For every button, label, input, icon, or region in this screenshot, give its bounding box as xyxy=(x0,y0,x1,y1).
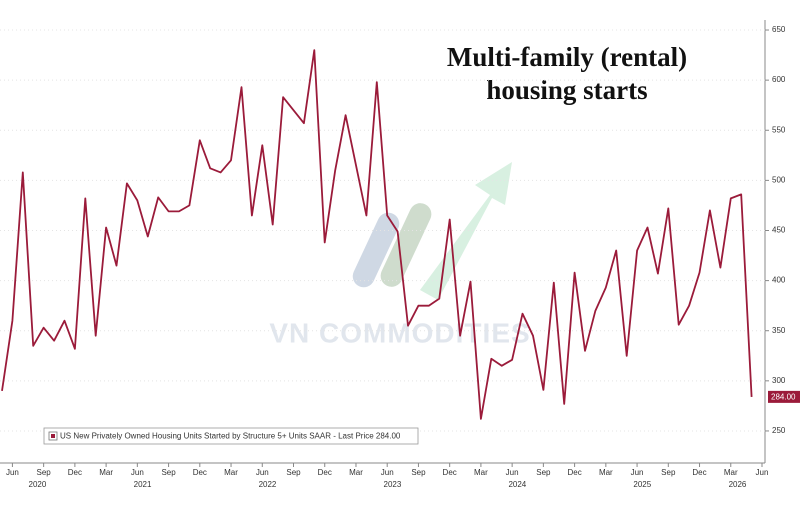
x-tick-label: Jun xyxy=(131,468,144,477)
x-tick-label: Dec xyxy=(443,468,457,477)
last-value-tag: 284.00 xyxy=(768,390,800,403)
y-tick-label: 450 xyxy=(772,226,786,235)
x-tick-label: Jun xyxy=(256,468,269,477)
y-tick-label: 650 xyxy=(772,25,786,34)
watermark: VN COMMODITIES xyxy=(269,317,530,348)
last-value-box xyxy=(768,390,800,403)
x-tick-label: Mar xyxy=(349,468,363,477)
x-tick-label: Mar xyxy=(474,468,488,477)
x-year-label: 2022 xyxy=(259,480,277,489)
x-tick-label: Jun xyxy=(506,468,519,477)
chart-title: housing starts xyxy=(486,75,647,105)
legend: US New Privately Owned Housing Units Sta… xyxy=(43,427,419,445)
x-tick-label: Sep xyxy=(661,468,676,477)
legend-swatch-color xyxy=(51,434,55,438)
x-year-label: 2020 xyxy=(29,480,47,489)
x-tick-label: Jun xyxy=(631,468,644,477)
x-year-label: 2023 xyxy=(384,480,402,489)
series-line xyxy=(1,49,753,420)
y-tick-label: 300 xyxy=(772,376,786,385)
last-value-label: 284.00 xyxy=(771,392,796,401)
legend-label: US New Privately Owned Housing Units Sta… xyxy=(60,432,401,441)
x-tick-label: Dec xyxy=(567,468,581,477)
x-tick-label: Sep xyxy=(536,468,551,477)
y-tick-label: 400 xyxy=(772,276,786,285)
x-tick-label: Sep xyxy=(37,468,52,477)
x-tick-label: Dec xyxy=(318,468,332,477)
y-tick-label: 350 xyxy=(772,326,786,335)
y-tick-label: 250 xyxy=(772,426,786,435)
x-year-label: 2024 xyxy=(508,480,526,489)
x-tick-label: Mar xyxy=(224,468,238,477)
y-tick-label: 600 xyxy=(772,75,786,84)
x-year-label: 2025 xyxy=(633,480,651,489)
x-tick-label: Mar xyxy=(599,468,613,477)
x-year-label: 2026 xyxy=(729,480,747,489)
legend-box xyxy=(43,427,419,445)
x-tick-label: Sep xyxy=(161,468,176,477)
x-tick-label: Jun xyxy=(381,468,394,477)
x-tick-label: Sep xyxy=(411,468,426,477)
watermark-icon xyxy=(352,162,512,300)
chart-title: Multi-family (rental) xyxy=(447,42,687,72)
x-tick-label: Jun xyxy=(6,468,19,477)
x-tick-label: Dec xyxy=(68,468,82,477)
x-tick-label: Jun xyxy=(756,468,769,477)
y-tick-label: 550 xyxy=(772,125,786,134)
y-tick-label: 500 xyxy=(772,175,786,184)
x-year-label: 2021 xyxy=(134,480,152,489)
x-tick-label: Dec xyxy=(692,468,706,477)
x-tick-label: Dec xyxy=(193,468,207,477)
x-tick-label: Sep xyxy=(286,468,301,477)
x-tick-label: Mar xyxy=(99,468,113,477)
x-tick-label: Mar xyxy=(724,468,738,477)
